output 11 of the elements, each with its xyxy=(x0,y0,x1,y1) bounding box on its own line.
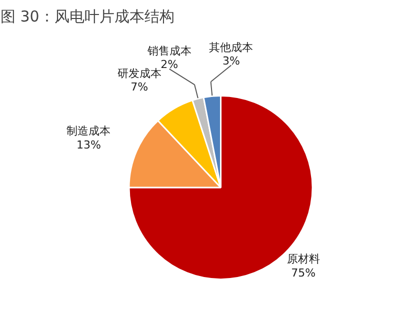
data-label: 75% xyxy=(291,266,316,280)
slice-label: 制造成本 xyxy=(66,124,111,138)
data-label: 2% xyxy=(160,58,178,72)
chart-title: 图 30：风电叶片成本结构 xyxy=(0,8,174,26)
data-label: 13% xyxy=(76,138,101,152)
slice-label: 销售成本 xyxy=(146,44,192,58)
data-label: 7% xyxy=(130,80,148,94)
slice-label: 研发成本 xyxy=(117,66,162,80)
data-label: 3% xyxy=(222,54,240,68)
slice-label: 其他成本 xyxy=(209,40,254,54)
slice-label: 原材料 xyxy=(286,252,320,266)
